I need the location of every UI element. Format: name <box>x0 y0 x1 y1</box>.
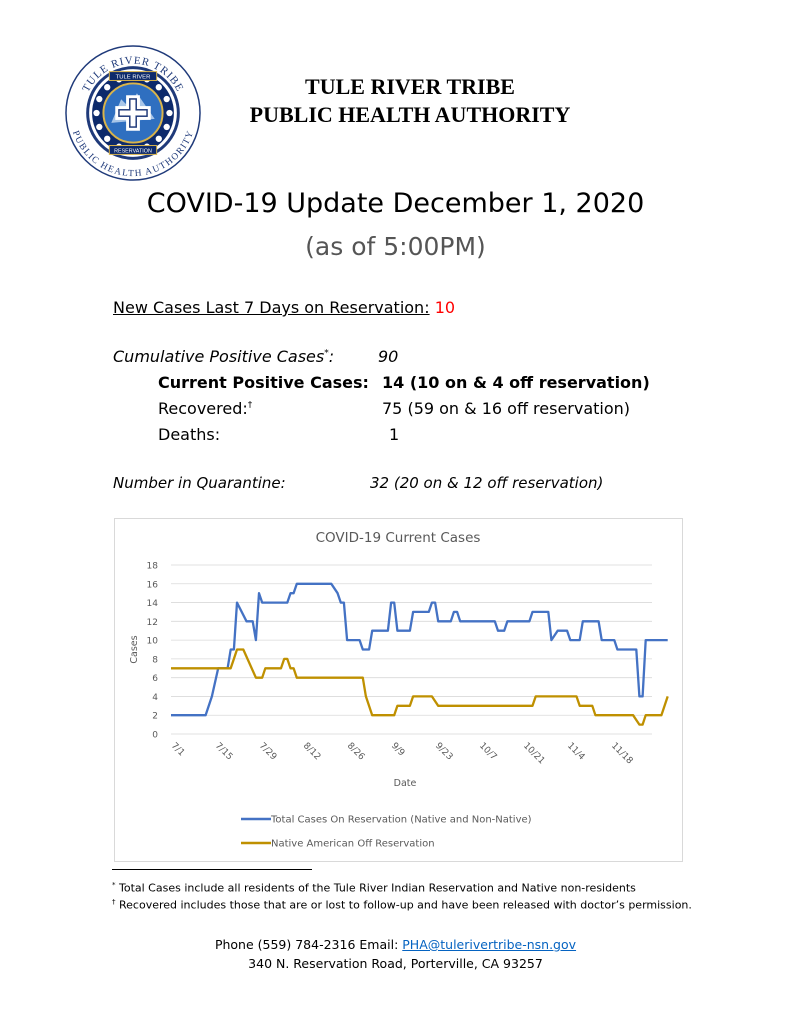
quarantine-value: 32 (20 on & 12 off reservation) <box>370 474 604 492</box>
quarantine-label: Number in Quarantine: <box>113 474 286 492</box>
deaths-label: Deaths: <box>158 425 221 444</box>
seal-figure <box>96 95 103 103</box>
deaths-value: 1 <box>389 425 400 444</box>
series-line-1 <box>171 582 668 717</box>
footnote-divider <box>112 869 312 870</box>
x-axis-label: Date <box>394 778 417 789</box>
seal-figure <box>93 109 100 117</box>
y-axis-label: Cases <box>129 635 140 663</box>
x-tick-label: 9/23 <box>433 741 454 762</box>
contact-line: Phone (559) 784-2316 Email: PHA@tulerive… <box>0 937 791 952</box>
current-label: Current Positive Cases: <box>158 373 369 392</box>
current-cases-chart: COVID-19 Current Cases 0 2 4 6 8 10 12 14 16 18 7/1… <box>114 518 683 862</box>
x-tick-label: 10/7 <box>477 741 498 762</box>
footnote-2: † Recovered includes those that are or l… <box>112 898 692 912</box>
current-value: 14 (10 on & 4 off reservation) <box>382 373 650 392</box>
update-subtitle: (as of 5:00PM) <box>305 232 486 261</box>
y-tick-label: 14 <box>147 599 159 609</box>
seal-figure <box>155 135 162 142</box>
org-name-line2: PUBLIC HEALTH AUTHORITY <box>249 102 571 127</box>
recovered-value: 75 (59 on & 16 off reservation) <box>382 399 631 418</box>
seal-figure <box>104 84 111 91</box>
org-name-line1: TULE RIVER TRIBE <box>305 74 515 99</box>
cumulative-footnote-mark: * <box>324 348 329 359</box>
footnote-1: * Total Cases include all residents of t… <box>112 881 636 895</box>
y-tick-label: 18 <box>147 562 159 572</box>
legend-label-2: Native American Off Reservation <box>271 839 435 850</box>
series-line-2 <box>171 648 669 726</box>
footnote-1-mark: * <box>112 881 116 889</box>
x-tick-label: 11/18 <box>609 741 635 767</box>
seal-banner-top: TULE RIVER <box>116 75 151 81</box>
x-tick-label: 7/15 <box>213 741 234 762</box>
seal-figure <box>155 84 162 91</box>
seal-figure <box>166 109 173 117</box>
recovered-label-row: Recovered:† <box>158 399 252 418</box>
seal-banner-bottom: RESERVATION <box>114 148 152 154</box>
footnote-1-text: Total Cases include all residents of the… <box>119 881 636 895</box>
seal-figure <box>163 95 170 103</box>
footnote-2-mark: † <box>112 898 116 906</box>
contact-email-link[interactable]: PHA@tulerivertribe-nsn.gov <box>402 937 577 952</box>
y-tick-label: 8 <box>152 655 158 665</box>
y-tick-label: 2 <box>152 712 158 722</box>
tribe-seal-logo: TULE RIVER RESERVATION TULE RIVER TRIBE … <box>65 45 201 181</box>
new-cases-value: 10 <box>434 298 456 317</box>
y-tick-label: 4 <box>152 693 158 703</box>
recovered-label: Recovered: <box>158 399 248 418</box>
seal-figure <box>96 123 103 131</box>
seal-figure <box>104 135 111 142</box>
x-tick-label: 8/12 <box>301 741 322 762</box>
y-tick-label: 6 <box>152 674 158 684</box>
x-tick-label: 8/26 <box>345 741 367 763</box>
y-tick-label: 16 <box>147 580 159 590</box>
contact-phone: Phone (559) 784-2316 Email: <box>214 937 399 952</box>
x-tick-label: 10/21 <box>521 741 546 766</box>
update-title: COVID-19 Update December 1, 2020 <box>146 188 645 219</box>
new-cases-label: New Cases Last 7 Days on Reservation: <box>113 298 430 317</box>
x-tick-label: 7/29 <box>257 741 279 763</box>
y-tick-label: 0 <box>152 731 158 741</box>
cumulative-label: Cumulative Positive Cases <box>113 347 325 366</box>
footnote-2-text: Recovered includes those that are or los… <box>119 898 692 912</box>
legend-label-1: Total Cases On Reservation (Native and N… <box>270 815 532 826</box>
x-tick-label: 11/4 <box>565 741 587 763</box>
chart-title: COVID-19 Current Cases <box>316 530 481 546</box>
x-tick-label: 9/9 <box>389 741 407 759</box>
cumulative-colon: : <box>328 347 335 366</box>
cumulative-value: 90 <box>378 347 399 366</box>
seal-figure <box>163 123 170 131</box>
y-tick-label: 10 <box>147 637 159 647</box>
recovered-footnote-mark: † <box>247 400 253 411</box>
new-cases-line: New Cases Last 7 Days on Reservation: 10 <box>113 298 455 317</box>
contact-address: 340 N. Reservation Road, Porterville, CA… <box>248 956 543 971</box>
chart-canvas: COVID-19 Current Cases 0 2 4 6 8 10 12 14 16 18 7/1… <box>129 530 669 850</box>
cumulative-label-row: Cumulative Positive Cases*: <box>113 347 334 366</box>
x-tick-label: 7/1 <box>169 741 186 758</box>
y-tick-label: 12 <box>147 618 158 628</box>
